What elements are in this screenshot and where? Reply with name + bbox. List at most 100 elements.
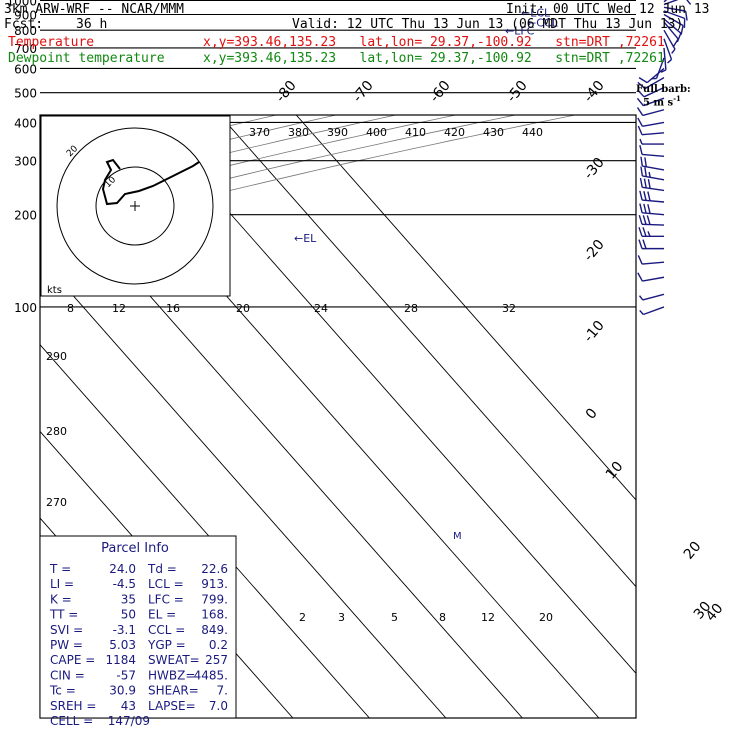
wind-barb <box>663 21 679 48</box>
mixing-ratio-label: 8 <box>67 302 74 315</box>
init-time: Init: 00 UTC Wed 12 Jun 13 <box>506 2 710 17</box>
parcel-value: 4485. <box>194 668 228 682</box>
parcel-key: YGP = <box>147 638 186 652</box>
wind-barb <box>639 203 665 216</box>
valid-time: Valid: 12 UTC Thu 13 Jun 13 (06 MDT Thu … <box>292 17 684 32</box>
wind-barb <box>639 145 665 158</box>
barb-legend-units-text: 5 m s <box>643 97 674 109</box>
barb-shaft <box>663 0 679 6</box>
parcel-key: LFC = <box>148 592 184 606</box>
barb-half <box>667 58 672 64</box>
theta-label: 390 <box>327 126 348 139</box>
isotherm-line <box>40 344 370 718</box>
theta-label: 430 <box>483 126 504 139</box>
theta-label: 290 <box>46 350 67 363</box>
parcel-key: CCL = <box>148 623 185 637</box>
parcel-key: CIN = <box>50 668 85 682</box>
isotherm-label: -40 <box>581 78 608 106</box>
parcel-value: 913. <box>201 577 228 591</box>
barb-shaft <box>642 109 665 117</box>
isotherm-line <box>40 257 447 718</box>
parcel-key: SHEAR= <box>148 684 199 698</box>
parcel-row: TT = 50 EL = 168. <box>49 608 228 622</box>
barb-shaft <box>663 38 673 60</box>
pressure-label: 400 <box>14 116 37 130</box>
forecast-hours: 36 h <box>76 17 108 32</box>
isotherm-label: -60 <box>427 78 454 106</box>
barb-shaft <box>642 153 665 158</box>
barb-full <box>647 204 651 214</box>
wind-barb <box>639 177 665 192</box>
parcel-row: T = 24.0 Td = 22.6 <box>49 562 228 576</box>
barb-shaft <box>646 67 665 84</box>
wind-barb <box>639 190 665 203</box>
mixing-ratio-label: 5 <box>391 611 398 624</box>
pressure-label: 100 <box>14 301 37 315</box>
wind-barb <box>640 156 665 171</box>
barb-full <box>640 166 644 177</box>
barb-full <box>680 25 684 35</box>
hodograph-kts-label: kts <box>47 285 62 296</box>
barb-full <box>642 215 647 225</box>
parcel-key: Tc = <box>49 684 76 698</box>
wind-barb <box>636 107 665 117</box>
parcel-value: 799. <box>201 592 228 606</box>
wind-barb <box>638 293 665 301</box>
parcel-value: 257 <box>205 653 228 667</box>
isotherm-label: -20 <box>581 237 608 265</box>
level-marker-lfc: ←LFC <box>505 24 535 37</box>
isotherm-line <box>295 115 636 501</box>
wind-barb <box>663 0 692 6</box>
dewpoint-location-info: x,y=393.46,135.23 lat,lon= 29.37,-100.92… <box>203 51 665 66</box>
barb-full <box>637 89 645 98</box>
barb-shaft <box>663 47 667 70</box>
parcel-value: 849. <box>201 623 228 637</box>
barb-legend-units: 5 m s-1 <box>643 94 681 108</box>
wind-barb <box>663 6 688 21</box>
wind-barb <box>639 306 665 316</box>
model-title: 3km ARW-WRF -- NCAR/MMM <box>4 2 185 17</box>
pressure-label: 300 <box>14 155 37 169</box>
level-marker-ccl: ←CCL <box>527 16 559 29</box>
parcel-row: K = 35 LFC = 799. <box>50 592 228 606</box>
barb-shaft <box>642 276 665 282</box>
pressure-label: 800 <box>14 24 37 38</box>
forecast-label: Fcst: <box>4 17 44 32</box>
parcel-key: LCL = <box>148 577 184 591</box>
barb-shaft <box>643 97 665 107</box>
barb-full <box>639 145 643 155</box>
wind-barb <box>638 227 664 238</box>
plot-frame <box>39 114 637 719</box>
parcel-key: LI = <box>50 577 74 591</box>
barb-legend-title: Full barb: <box>636 84 691 95</box>
parcel-value: 35 <box>121 592 136 606</box>
isotherm-line <box>219 115 636 588</box>
parcel-row: SVI = -3.1 CCL = 849. <box>50 623 228 637</box>
pressure-label: 900 <box>14 9 37 23</box>
parcel-key: LAPSE= <box>148 699 196 713</box>
mixing-ratio-label: 32 <box>502 302 516 315</box>
wind-barb <box>638 239 664 250</box>
isotherm-label: 20 <box>681 539 705 563</box>
wind-barb <box>660 47 667 73</box>
wind-barb <box>636 97 665 107</box>
isotherm-label: -30 <box>581 155 608 183</box>
parcel-key: SREH = <box>50 699 96 713</box>
barb-shaft <box>643 86 665 98</box>
parcel-value: -3.1 <box>113 623 136 637</box>
parcel-value: 22.6 <box>201 562 228 576</box>
barb-full <box>647 191 651 201</box>
parcel-box <box>39 535 237 719</box>
mixing-ratio-label: 12 <box>112 302 126 315</box>
parcel-key: TT = <box>49 608 78 622</box>
parcel-row: SREH = 43 LAPSE= 7.0 <box>50 699 228 713</box>
barb-full <box>646 215 651 225</box>
barb-full <box>638 77 648 84</box>
barb-half <box>639 309 644 315</box>
barb-full <box>643 203 647 214</box>
mixing-ratio-label: 24 <box>314 302 328 315</box>
parcel-key: EL = <box>148 608 176 622</box>
level-markers: ←EL ←LFC←CCL←LCL M <box>294 7 559 542</box>
wind-barb <box>640 166 665 181</box>
